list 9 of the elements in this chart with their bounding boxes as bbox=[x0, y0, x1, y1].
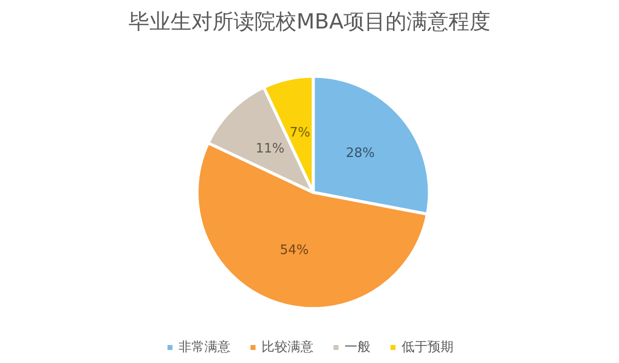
chart-title: 毕业生对所读院校MBA项目的满意程度 bbox=[128, 10, 490, 34]
legend-label: 低于预期 bbox=[402, 340, 454, 355]
legend-label: 比较满意 bbox=[262, 340, 314, 355]
legend-label: 一般 bbox=[344, 340, 370, 355]
legend-label: 非常满意 bbox=[178, 340, 230, 355]
data-label: 11% bbox=[256, 142, 284, 157]
data-label: 54% bbox=[280, 242, 309, 258]
data-label: 7% bbox=[290, 125, 310, 140]
data-label: 28% bbox=[346, 146, 375, 161]
